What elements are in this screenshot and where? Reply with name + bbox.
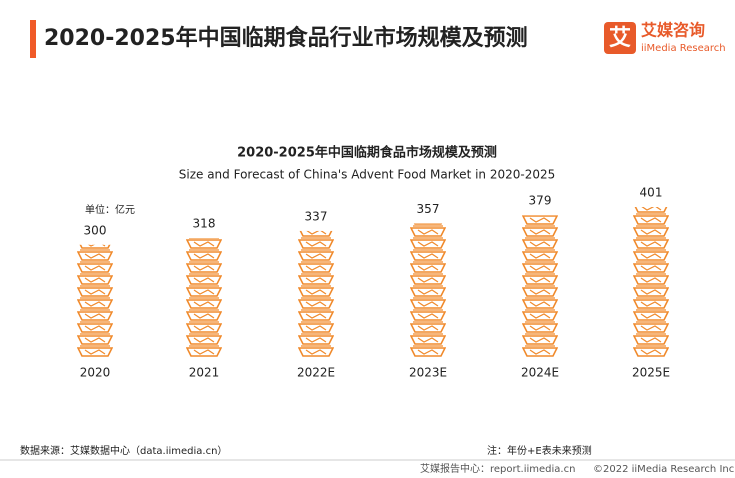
x-tick-label: 2024E bbox=[521, 366, 559, 380]
value-label: 379 bbox=[529, 194, 552, 208]
x-tick-label: 2023E bbox=[409, 366, 447, 380]
logo-sub: iiMedia Research bbox=[641, 43, 726, 54]
chart-title: 2020-2025年中国临期食品市场规模及预测 bbox=[237, 145, 497, 161]
footer-site: 艾媒报告中心：report.iimedia.cn bbox=[420, 462, 575, 475]
title-accent bbox=[30, 20, 36, 58]
pictogram-bar bbox=[522, 215, 558, 357]
page-title: 2020-2025年中国临期食品行业市场规模及预测 bbox=[44, 25, 528, 51]
logo-mark: 艾 bbox=[609, 26, 631, 51]
value-label: 318 bbox=[193, 217, 216, 231]
value-label: 357 bbox=[417, 202, 440, 216]
pictogram-bar bbox=[298, 230, 334, 357]
value-label: 401 bbox=[640, 186, 663, 200]
x-tick-label: 2022E bbox=[297, 366, 335, 380]
logo-box bbox=[604, 22, 636, 54]
footer-copyright: ©2022 iiMedia Research Inc bbox=[593, 464, 734, 475]
x-tick-label: 2021 bbox=[189, 366, 220, 380]
value-label: 300 bbox=[84, 223, 107, 237]
chart-subtitle: Size and Forecast of China's Advent Food… bbox=[179, 168, 556, 182]
unit-label: 单位：亿元 bbox=[85, 203, 135, 216]
x-tick-label: 2020 bbox=[80, 366, 111, 380]
source: 数据来源：艾媒数据中心（data.iimedia.cn） bbox=[20, 444, 227, 457]
pictogram-bar bbox=[77, 244, 113, 357]
logo-name: 艾媒咨询 bbox=[641, 21, 705, 40]
pictogram-bar bbox=[633, 207, 669, 357]
note: 注：年份+E表未来预测 bbox=[487, 444, 592, 457]
pictogram-bar bbox=[410, 223, 446, 357]
pictogram-bar bbox=[186, 238, 222, 357]
value-label: 337 bbox=[305, 209, 328, 223]
x-tick-label: 2025E bbox=[632, 366, 670, 380]
